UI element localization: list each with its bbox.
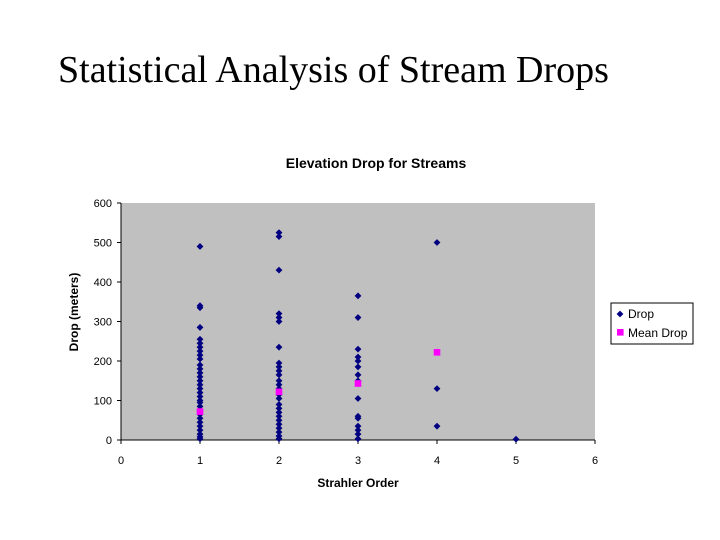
drop-point: [275, 416, 283, 424]
drop-point: [512, 435, 520, 443]
drop-point: [275, 395, 283, 402]
drop-point: [354, 371, 362, 379]
plot-area: [121, 203, 595, 440]
mean-drop-point: [433, 349, 441, 356]
mean-drop-point: [354, 380, 362, 387]
drop-point: [196, 389, 204, 396]
drop-point: [196, 426, 204, 434]
legend-drop-marker: [616, 310, 624, 318]
drop-point: [275, 420, 283, 428]
drop-point: [275, 363, 283, 371]
x-tick-label: 3: [355, 455, 361, 467]
drop-point: [196, 243, 204, 250]
x-tick-label: 6: [592, 455, 598, 467]
drop-point: [275, 359, 283, 367]
drop-point: [275, 408, 283, 416]
drop-point: [196, 373, 204, 381]
drop-point: [196, 369, 204, 377]
drop-point: [196, 355, 204, 363]
drop-point: [196, 347, 204, 355]
drop-point: [275, 318, 283, 325]
x-axis-title: Strahler Order: [317, 476, 399, 490]
drop-point: [196, 422, 204, 430]
y-tick-label: 600: [94, 198, 112, 210]
y-tick-label: 200: [94, 356, 112, 368]
drop-point: [354, 345, 362, 353]
drop-point: [196, 361, 204, 369]
drop-point: [354, 414, 362, 422]
drop-point: [275, 428, 283, 436]
drop-point: [433, 385, 441, 393]
drop-point: [275, 435, 283, 443]
drop-point: [275, 424, 283, 432]
drop-point: [275, 229, 283, 237]
drop-point: [433, 422, 441, 430]
drop-point: [196, 339, 204, 347]
x-tick-label: 4: [434, 455, 440, 467]
y-tick-label: 300: [94, 317, 112, 329]
y-tick-label: 500: [94, 238, 112, 250]
drop-point: [275, 405, 283, 412]
x-tick-label: 2: [276, 455, 282, 467]
drop-point: [354, 435, 362, 443]
drop-point: [354, 363, 362, 371]
mean-drop-point: [275, 388, 283, 396]
x-tick-label: 0: [118, 455, 124, 467]
drop-point: [275, 233, 283, 240]
drop-point: [354, 430, 362, 438]
y-axis: 0 100 200 300 400 500 600: [94, 198, 122, 447]
mean-drop-point: [196, 408, 204, 415]
drop-point: [196, 435, 204, 443]
drop-point: [275, 310, 283, 317]
drop-point: [196, 414, 204, 422]
drop-point: [196, 377, 204, 385]
drop-point: [275, 371, 283, 379]
drop-point: [196, 418, 204, 426]
drop-point: [196, 385, 204, 393]
data-points: [196, 229, 520, 443]
drop-point: [354, 292, 362, 300]
y-tick-label: 0: [106, 435, 112, 447]
drop-point: [196, 324, 204, 331]
y-axis-title: Drop (meters): [67, 273, 81, 352]
y-tick-label: 400: [94, 277, 112, 289]
drop-point: [196, 351, 204, 359]
drop-point: [196, 304, 204, 312]
drop-point: [196, 381, 204, 389]
drop-point: [196, 399, 204, 406]
drop-point: [196, 393, 204, 400]
legend-mean-marker: [617, 329, 624, 336]
drop-point: [354, 422, 362, 430]
drop-point: [275, 377, 283, 385]
chart-title: Elevation Drop for Streams: [286, 155, 467, 171]
drop-point: [196, 365, 204, 373]
legend-label-drop: Drop: [628, 307, 654, 321]
drop-point: [275, 314, 283, 321]
drop-point: [275, 401, 283, 408]
legend-label-mean-drop: Mean Drop: [628, 326, 688, 340]
drop-point: [196, 343, 204, 351]
x-tick-label: 5: [513, 455, 519, 467]
x-axis: 0 1 2 3 4 5 6: [118, 439, 598, 467]
drop-point: [275, 381, 283, 389]
drop-point: [354, 314, 362, 321]
drop-point: [354, 357, 362, 365]
legend: Drop Mean Drop: [610, 302, 694, 345]
drop-point: [275, 266, 283, 274]
y-tick-label: 100: [94, 396, 112, 408]
x-tick-label: 1: [197, 455, 203, 467]
drop-point: [275, 367, 283, 375]
slide-title: Statistical Analysis of Stream Drops: [58, 49, 609, 91]
drop-point: [433, 239, 441, 246]
drop-point: [275, 412, 283, 420]
drop-point: [275, 343, 283, 351]
drop-point: [354, 353, 362, 361]
drop-point: [354, 395, 362, 402]
drop-point: [196, 403, 204, 410]
drop-point: [354, 426, 362, 434]
legend-box: [610, 302, 694, 345]
drop-point: [196, 335, 204, 343]
